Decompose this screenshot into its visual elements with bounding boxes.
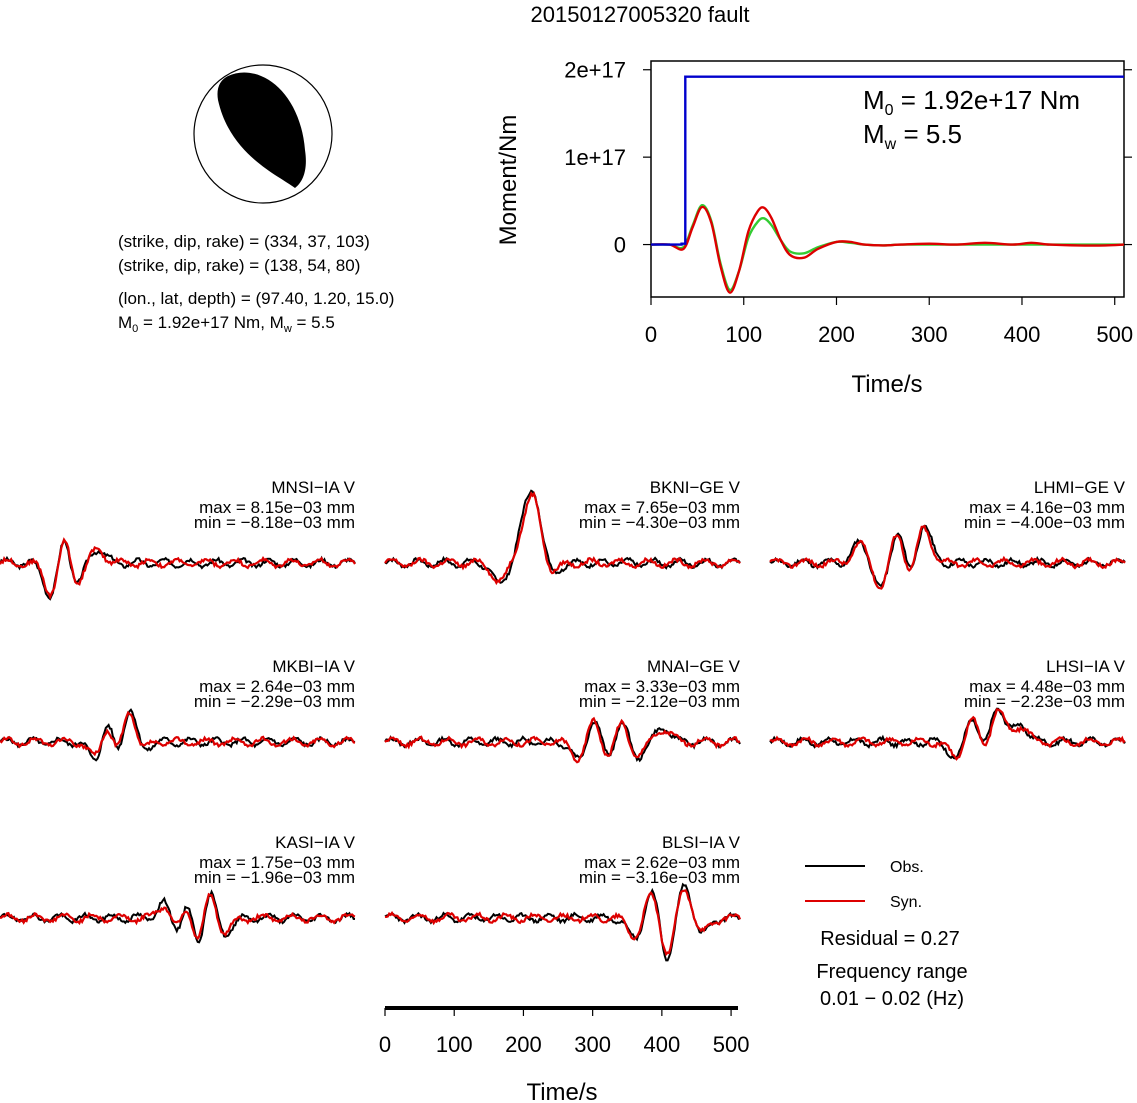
synthetic-waveform <box>769 708 1126 761</box>
trace-max-label: max = 7.65e−03 mm <box>584 498 740 517</box>
trace-station-label: KASI−IA V <box>275 833 356 852</box>
moment-x-tick-label: 0 <box>645 322 657 347</box>
moment-y-axis-label: Moment/Nm <box>495 115 522 246</box>
observed-waveform <box>384 720 741 763</box>
moment-y-tick-label: 2e+17 <box>564 58 626 83</box>
moment-magnitude-line: M0 = 1.92e+17 Nm, Mw = 5.5 <box>118 313 335 335</box>
moment-series-line <box>650 205 1125 294</box>
moment-x-tick-label: 500 <box>1096 322 1133 347</box>
waveform-x-tick-label: 100 <box>436 1032 473 1057</box>
trace-min-label: min = −2.23e−03 mm <box>964 692 1125 711</box>
synthetic-waveform <box>0 892 356 941</box>
synthetic-waveform <box>0 710 356 757</box>
frequency-range-value: 0.01 − 0.02 (Hz) <box>820 988 964 1010</box>
observed-waveform <box>769 707 1126 760</box>
moment-x-tick-label: 100 <box>725 322 762 347</box>
moment-rate-chart: 0 100 200 300 400 500 0 1e+17 2e+17 Time/s Momen… <box>495 58 1133 398</box>
synthetic-waveform <box>769 524 1126 590</box>
residual-text: Residual = 0.27 <box>820 928 960 950</box>
waveform-x-tick-label: 400 <box>644 1032 681 1057</box>
trace-station-label: BKNI−GE V <box>650 478 741 497</box>
trace-min-label: min = −1.96e−03 mm <box>194 868 355 887</box>
figure-title: 20150127005320 fault <box>531 2 750 27</box>
moment-plot-frame <box>650 60 1125 298</box>
frequency-range-label: Frequency range <box>816 961 967 983</box>
waveform-x-tick-label: 200 <box>505 1032 542 1057</box>
trace-min-label: min = −2.29e−03 mm <box>194 692 355 711</box>
trace-min-label: min = −4.30e−03 mm <box>579 513 740 532</box>
legend-syn-label: Syn. <box>890 894 922 911</box>
location-depth: (lon., lat, depth) = (97.40, 1.20, 15.0) <box>118 289 394 308</box>
waveform-x-axis-label: Time/s <box>526 1079 597 1103</box>
trace-station-label: MNAI−GE V <box>647 657 741 676</box>
trace-max-label: max = 1.75e−03 mm <box>199 853 355 872</box>
trace-max-label: max = 8.15e−03 mm <box>199 498 355 517</box>
observed-waveform <box>769 524 1126 588</box>
legend-obs-label: Obs. <box>890 859 924 876</box>
waveform-x-tick-label: 0 <box>379 1032 391 1057</box>
trace-max-label: max = 3.33e−03 mm <box>584 677 740 696</box>
trace-station-label: LHMI−GE V <box>1034 478 1126 497</box>
trace-station-label: MNSI−IA V <box>271 478 355 497</box>
synthetic-waveform <box>384 491 741 586</box>
moment-x-tick-label: 400 <box>1004 322 1041 347</box>
mw-annotation: Mw = 5.5 <box>863 119 962 153</box>
moment-series-line <box>651 75 1124 246</box>
legend: Obs. Syn. <box>805 859 924 911</box>
trace-max-label: max = 4.48e−03 mm <box>969 677 1125 696</box>
trace-min-label: min = −4.00e−03 mm <box>964 513 1125 532</box>
trace-station-label: LHSI−IA V <box>1046 657 1126 676</box>
trace-min-label: min = −3.16e−03 mm <box>579 868 740 887</box>
synthetic-waveform <box>384 889 742 957</box>
observed-waveform <box>0 708 356 762</box>
moment-series <box>650 75 1125 294</box>
moment-x-axis-label: Time/s <box>851 371 922 398</box>
waveform-x-tick-label: 500 <box>713 1032 750 1057</box>
trace-max-label: max = 2.62e−03 mm <box>584 853 740 872</box>
nodal-plane-1: (strike, dip, rake) = (334, 37, 103) <box>118 232 370 251</box>
trace-station-label: BLSI−IA V <box>662 833 741 852</box>
synthetic-waveform <box>0 537 356 600</box>
trace-max-label: max = 2.64e−03 mm <box>199 677 355 696</box>
moment-series-line <box>650 204 1124 292</box>
moment-y-tick-label: 0 <box>614 233 626 258</box>
observed-waveform <box>0 889 356 944</box>
synthetic-waveform <box>384 716 741 764</box>
waveform-time-axis: 0 100 200 300 400 500 <box>379 1006 750 1057</box>
waveform-x-tick-label: 300 <box>574 1032 611 1057</box>
trace-station-label: MKBI−IA V <box>272 657 355 676</box>
nodal-plane-2: (strike, dip, rake) = (138, 54, 80) <box>118 256 360 275</box>
trace-max-label: max = 4.16e−03 mm <box>969 498 1125 517</box>
moment-x-tick-label: 200 <box>818 322 855 347</box>
trace-min-label: min = −8.18e−03 mm <box>194 513 355 532</box>
m0-annotation: M0 = 1.92e+17 Nm <box>863 85 1080 119</box>
moment-axes: 0 100 200 300 400 500 0 1e+17 2e+17 <box>564 58 1133 347</box>
beachball-compressional-quadrant <box>217 72 306 188</box>
beachball-diagram <box>193 64 333 204</box>
moment-y-tick-label: 1e+17 <box>564 145 626 170</box>
moment-x-tick-label: 300 <box>911 322 948 347</box>
trace-min-label: min = −2.12e−03 mm <box>579 692 740 711</box>
